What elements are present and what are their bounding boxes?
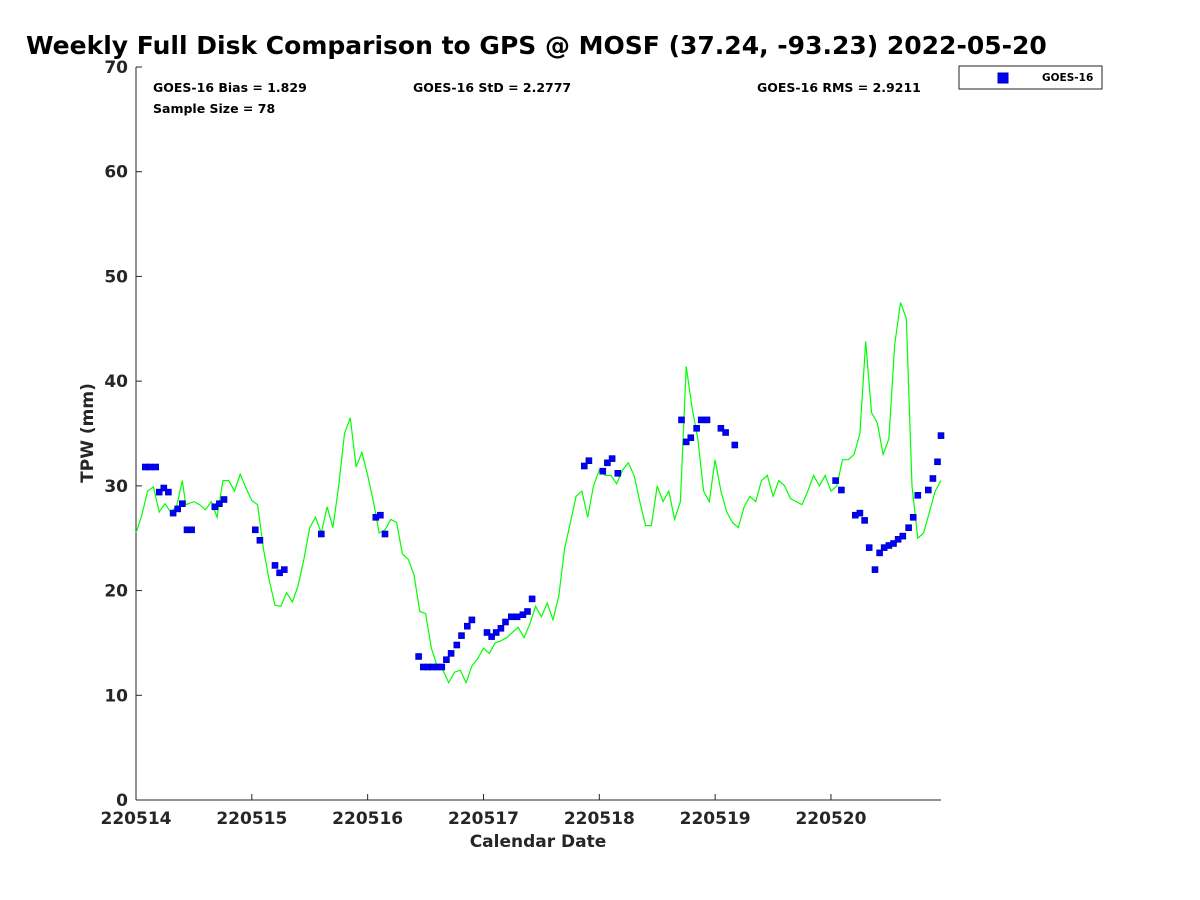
goes-16-point (717, 424, 725, 432)
goes-16-point (179, 500, 186, 508)
goes-16-point (914, 491, 922, 499)
legend-marker-goes-16 (997, 72, 1009, 84)
goes-16-point (415, 653, 422, 660)
sample-size-annotation: Sample Size = 78 (153, 101, 275, 116)
rms-annotation: GOES-16 RMS = 2.9211 (757, 80, 921, 95)
goes-16-point (468, 616, 476, 624)
y-tick-label: 40 (104, 372, 128, 392)
goes-16-point (271, 562, 279, 569)
legend-box (958, 65, 1103, 90)
goes-16-point (524, 608, 531, 615)
goes-16-point (497, 624, 505, 632)
goes-16-point (580, 462, 588, 470)
goes-16-point (507, 613, 515, 621)
goes-16-point (905, 524, 912, 532)
x-tick-label: 220519 (680, 809, 751, 829)
gps-tpw-line (135, 302, 942, 685)
goes-16-point (165, 488, 172, 496)
y-tick-label: 60 (104, 163, 128, 183)
chart-title: Weekly Full Disk Comparison to GPS @ MOS… (26, 31, 1047, 60)
goes-16-point (252, 526, 259, 534)
goes-16-point (169, 509, 177, 517)
goes-16-point (678, 416, 685, 424)
goes-16-point (687, 434, 695, 442)
x-tick-label: 220516 (332, 809, 403, 829)
goes-16-point (528, 595, 536, 603)
y-tick-label: 10 (104, 686, 128, 706)
goes-16-point (377, 511, 384, 519)
goes-16-point (381, 530, 389, 538)
y-ticks: 0 10 20 30 40 50 60 70 (104, 58, 142, 811)
y-tick-label: 20 (104, 582, 128, 602)
goes-16-point-layer (142, 416, 945, 671)
goes-16-point (929, 475, 937, 482)
x-tick-label: 220515 (216, 809, 287, 829)
goes-16-point (280, 566, 288, 573)
x-axis-label: Calendar Date (470, 832, 607, 852)
goes-16-point (899, 532, 907, 540)
goes-16-point (599, 467, 607, 475)
plot-area (135, 67, 941, 801)
y-axis-label: TPW (mm) (78, 383, 98, 483)
goes-16-point (604, 459, 611, 467)
goes-16-point (722, 429, 729, 436)
goes-16-point (832, 477, 839, 484)
goes-16-point (861, 517, 868, 524)
goes-16-point (188, 526, 195, 534)
goes-16-point (682, 438, 690, 446)
std-annotation: GOES-16 StD = 2.2777 (413, 80, 571, 95)
goes-16-point (924, 486, 932, 494)
goes-16-point (865, 544, 873, 551)
goes-16-point (155, 488, 163, 496)
goes-16-point (488, 633, 495, 640)
goes-16-point (876, 549, 883, 557)
y-tick-label: 30 (104, 477, 128, 497)
goes-16-point (483, 629, 491, 636)
x-tick-label: 220518 (564, 809, 635, 829)
x-ticks: 220514 220515 220516 220517 220518 220519 2205… (101, 794, 867, 829)
goes-16-point (146, 463, 154, 471)
goes-16-point (317, 530, 325, 538)
goes-16-point (220, 496, 228, 503)
goes-16-point (890, 540, 897, 547)
goes-16-point (447, 650, 455, 657)
goes-16-point (871, 566, 879, 573)
goes-16-point (838, 486, 845, 494)
goes-16-point (492, 629, 500, 636)
goes-16-point (934, 458, 941, 466)
y-tick-label: 70 (104, 58, 128, 78)
goes-16-point (458, 632, 465, 639)
goes-16-point (513, 613, 521, 621)
goes-16-point (731, 441, 739, 449)
goes-16-point (585, 457, 593, 465)
y-tick-label: 50 (104, 267, 128, 287)
gps-line-layer (135, 302, 942, 685)
goes-16-point (856, 509, 864, 517)
goes-16-point (160, 484, 168, 492)
bias-annotation: GOES-16 Bias = 1.829 (153, 80, 307, 95)
legend: GOES-16 (958, 65, 1103, 90)
goes-16-point (438, 663, 446, 671)
goes-16-point (909, 513, 917, 521)
goes-16-point (174, 505, 181, 513)
goes-16-point (502, 618, 509, 626)
goes-16-point (256, 536, 264, 544)
x-tick-label: 220517 (448, 809, 519, 829)
legend-label-goes-16: GOES-16 (1042, 72, 1093, 84)
goes-16-point (463, 622, 471, 630)
goes-16-point (453, 641, 461, 649)
goes-16-point (697, 416, 705, 424)
y-tick-label: 0 (116, 791, 128, 811)
x-tick-label: 220514 (101, 809, 172, 829)
goes-16-point (608, 455, 616, 462)
goes-16-point (693, 424, 700, 432)
goes-16-point (152, 463, 159, 471)
goes-16-point (703, 416, 711, 424)
goes-16-point (443, 656, 450, 664)
goes-16-point (937, 432, 945, 439)
goes-16-point (614, 469, 622, 477)
goes-16-point (216, 500, 223, 508)
x-tick-label: 220520 (795, 809, 866, 829)
